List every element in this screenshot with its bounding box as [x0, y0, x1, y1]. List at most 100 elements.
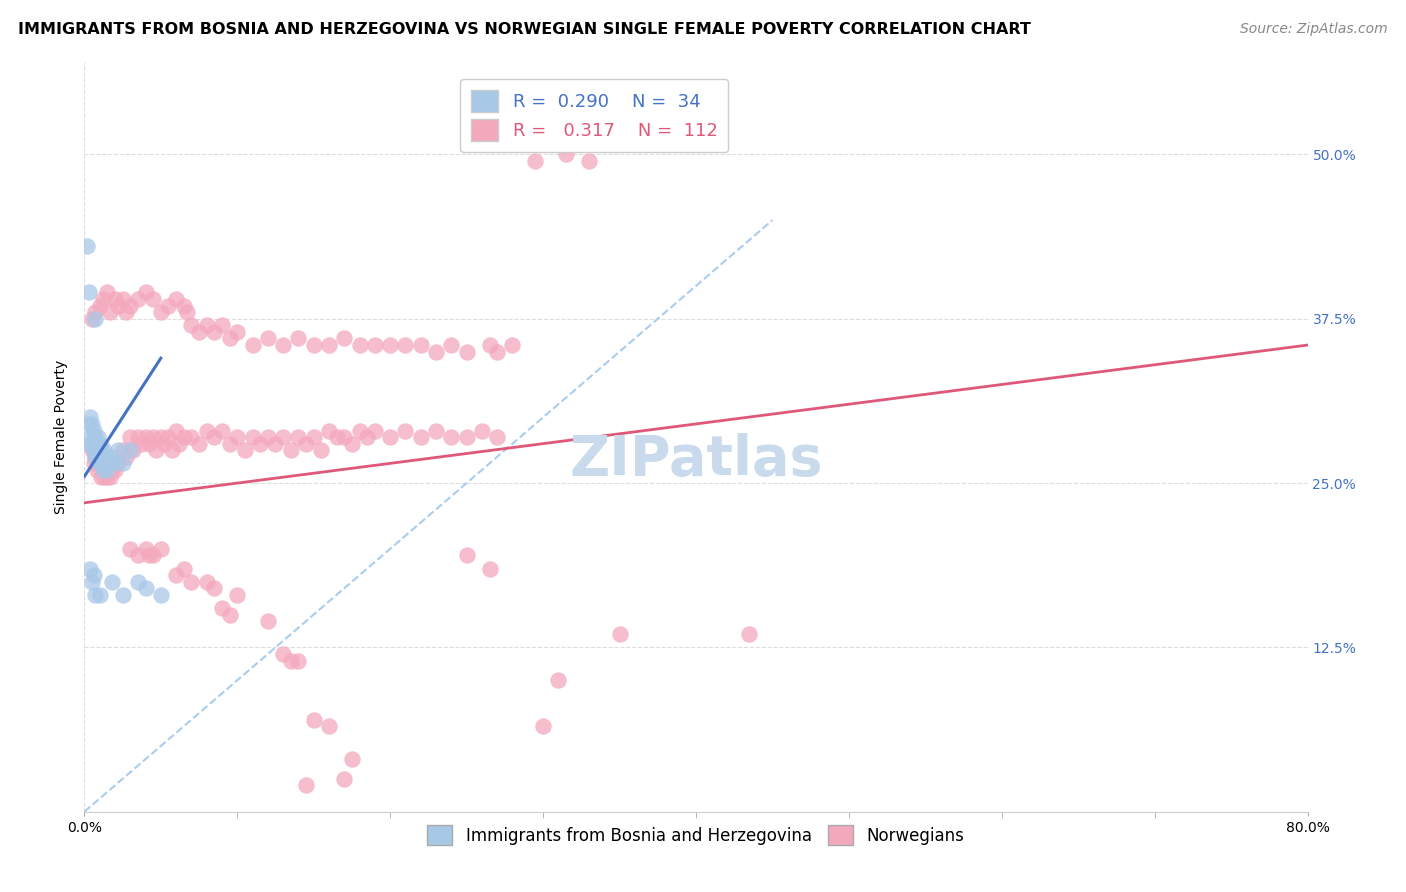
- Point: [91, 450, 114, 464]
- Point: [79, 410, 101, 425]
- Point: [486, 430, 509, 444]
- Point: [89, 436, 111, 450]
- Point: [83, 424, 105, 438]
- Point: [83, 568, 105, 582]
- Point: [349, 338, 371, 352]
- Point: [188, 325, 211, 339]
- Point: [135, 541, 157, 556]
- Point: [80, 436, 103, 450]
- Point: [578, 154, 600, 169]
- Point: [111, 456, 134, 470]
- Point: [195, 424, 218, 438]
- Point: [409, 338, 432, 352]
- Point: [149, 305, 172, 319]
- Point: [84, 450, 107, 464]
- Point: [318, 338, 340, 352]
- Point: [149, 588, 172, 602]
- Point: [333, 331, 356, 345]
- Point: [287, 654, 309, 668]
- Point: [333, 430, 356, 444]
- Point: [318, 424, 340, 438]
- Point: [94, 456, 117, 470]
- Point: [738, 627, 761, 641]
- Point: [111, 588, 134, 602]
- Point: [160, 443, 183, 458]
- Point: [226, 430, 249, 444]
- Point: [142, 549, 165, 563]
- Point: [120, 299, 142, 313]
- Point: [122, 443, 145, 458]
- Y-axis label: Single Female Poverty: Single Female Poverty: [55, 360, 69, 514]
- Point: [456, 430, 478, 444]
- Legend: Immigrants from Bosnia and Herzegovina, Norwegians: Immigrants from Bosnia and Herzegovina, …: [420, 819, 972, 852]
- Point: [264, 436, 287, 450]
- Point: [89, 588, 111, 602]
- Point: [91, 463, 114, 477]
- Point: [218, 607, 240, 622]
- Point: [295, 779, 318, 793]
- Point: [127, 574, 149, 589]
- Point: [280, 443, 302, 458]
- Point: [167, 436, 190, 450]
- Point: [98, 469, 121, 483]
- Point: [96, 469, 118, 483]
- Point: [349, 424, 371, 438]
- Point: [79, 430, 101, 444]
- Point: [104, 463, 127, 477]
- Point: [325, 430, 347, 444]
- Text: IMMIGRANTS FROM BOSNIA AND HERZEGOVINA VS NORWEGIAN SINGLE FEMALE POVERTY CORREL: IMMIGRANTS FROM BOSNIA AND HERZEGOVINA V…: [18, 22, 1031, 37]
- Point: [84, 430, 107, 444]
- Point: [107, 299, 129, 313]
- Point: [280, 654, 302, 668]
- Point: [97, 463, 120, 477]
- Point: [107, 456, 129, 470]
- Point: [180, 430, 202, 444]
- Point: [91, 292, 114, 306]
- Point: [157, 430, 180, 444]
- Point: [149, 430, 172, 444]
- Point: [93, 443, 115, 458]
- Point: [188, 436, 211, 450]
- Point: [555, 147, 578, 161]
- Point: [87, 450, 110, 464]
- Point: [80, 311, 103, 326]
- Point: [287, 430, 309, 444]
- Point: [165, 292, 187, 306]
- Point: [86, 443, 108, 458]
- Point: [271, 430, 294, 444]
- Point: [211, 601, 233, 615]
- Point: [101, 574, 124, 589]
- Point: [271, 338, 294, 352]
- Point: [96, 463, 118, 477]
- Point: [157, 299, 180, 313]
- Point: [80, 417, 103, 431]
- Point: [311, 443, 333, 458]
- Point: [211, 424, 233, 438]
- Point: [127, 292, 149, 306]
- Point: [340, 436, 363, 450]
- Point: [96, 285, 118, 300]
- Point: [138, 549, 160, 563]
- Point: [120, 541, 142, 556]
- Point: [425, 344, 447, 359]
- Point: [89, 456, 111, 470]
- Point: [478, 338, 501, 352]
- Point: [226, 588, 249, 602]
- Point: [364, 424, 387, 438]
- Point: [129, 436, 152, 450]
- Point: [80, 574, 103, 589]
- Point: [609, 627, 631, 641]
- Point: [114, 450, 136, 464]
- Point: [380, 338, 402, 352]
- Point: [440, 430, 463, 444]
- Point: [249, 436, 271, 450]
- Point: [356, 430, 378, 444]
- Point: [120, 430, 142, 444]
- Point: [271, 647, 294, 661]
- Point: [218, 436, 240, 450]
- Point: [394, 338, 416, 352]
- Point: [318, 719, 340, 733]
- Point: [101, 463, 124, 477]
- Point: [142, 430, 165, 444]
- Point: [478, 561, 501, 575]
